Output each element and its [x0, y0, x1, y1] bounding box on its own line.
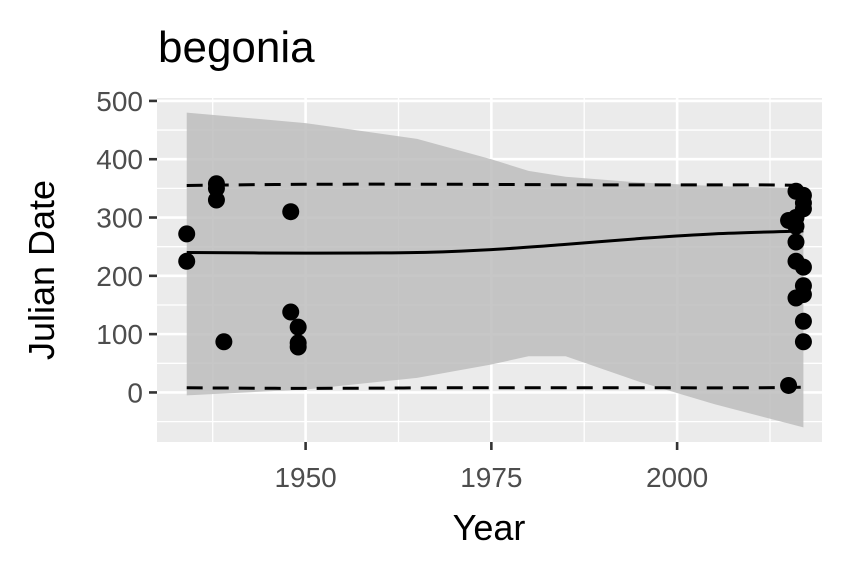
x-tick-label: 1950	[274, 462, 336, 493]
data-point	[794, 258, 812, 276]
data-point	[794, 285, 812, 303]
lower-bound-line	[186, 385, 804, 390]
data-point	[178, 252, 196, 270]
y-axis-title: Julian Date	[21, 180, 62, 360]
x-tick-label: 2000	[646, 462, 708, 493]
data-point	[178, 225, 196, 243]
y-tick-label: 0	[127, 377, 143, 408]
data-point	[207, 191, 225, 209]
y-tick-label: 500	[96, 86, 143, 117]
bound-lines	[186, 182, 804, 390]
fit-line-layer	[186, 229, 804, 255]
data-point	[780, 376, 798, 394]
data-point	[282, 303, 300, 321]
data-point	[787, 217, 805, 235]
y-tick-label: 400	[96, 144, 143, 175]
confidence-ribbon	[186, 112, 804, 428]
data-point	[289, 318, 307, 336]
fit-line	[186, 229, 804, 255]
chart-title: begonia	[158, 23, 315, 72]
data-point	[794, 312, 812, 330]
data-point	[794, 333, 812, 351]
x-axis-title: Year	[453, 507, 526, 548]
x-tick-label: 1975	[460, 462, 522, 493]
data-point	[787, 233, 805, 251]
data-point	[215, 333, 233, 351]
y-tick-label: 300	[96, 203, 143, 234]
data-point	[282, 203, 300, 221]
data-point	[289, 338, 307, 356]
y-tick-label: 200	[96, 261, 143, 292]
x-axis: 1950 1975 2000	[274, 442, 708, 493]
y-axis: 0 100 200 300 400 500	[96, 86, 157, 408]
upper-bound-line	[186, 182, 804, 187]
y-tick-label: 100	[96, 319, 143, 350]
data-point	[794, 200, 812, 218]
data-point	[207, 179, 225, 197]
data-points	[178, 175, 812, 394]
ribbon-area	[186, 112, 804, 428]
